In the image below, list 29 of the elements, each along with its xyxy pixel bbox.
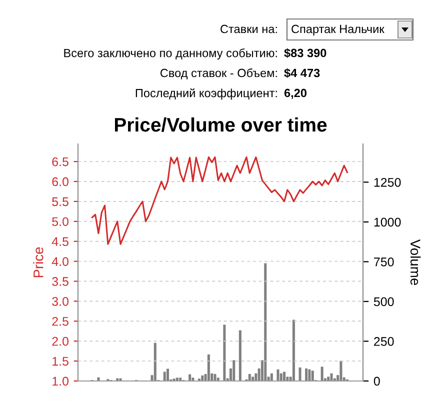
y-tick-label: 6.0 — [52, 177, 68, 186]
y-axis-title: Price — [33, 247, 44, 278]
y2-tick-label: 0 — [374, 376, 380, 386]
y-tick-label: 2.0 — [52, 336, 68, 346]
y2-tick-label: 750 — [374, 258, 394, 266]
text: $83 390 — [284, 48, 326, 58]
text: $4 473 — [284, 68, 320, 78]
y-tick-label: 3.5 — [52, 277, 68, 286]
y-tick-label: 5.5 — [52, 197, 68, 206]
text: Последний коэффициент: — [136, 88, 277, 100]
y-tick-label: 1.5 — [52, 356, 68, 366]
chart-title: Price/Volume over time — [114, 117, 327, 132]
y2-tick-label: 250 — [374, 337, 394, 346]
text: Спартак Нальчик — [292, 24, 384, 36]
y-tick-label: 3.0 — [52, 297, 68, 306]
y2-tick-label: 1250 — [374, 178, 401, 187]
text: Всего заключено по данному событию: — [64, 48, 277, 60]
text: 6,20 — [284, 88, 306, 99]
y-tick-label: 5.0 — [52, 217, 68, 226]
y2-axis-title: Volume — [410, 239, 421, 286]
y2-tick-label: 500 — [374, 297, 394, 306]
text: Ставки на: — [220, 24, 277, 34]
y-tick-label: 1.0 — [52, 376, 68, 386]
y-tick-label: 2.5 — [52, 316, 68, 326]
y-tick-label: 4.0 — [52, 257, 68, 266]
y-tick-label: 4.5 — [52, 237, 68, 246]
y-tick-label: 6.5 — [52, 157, 68, 166]
text: Свод ставок - Объем: — [160, 68, 277, 80]
y2-tick-label: 1000 — [374, 218, 401, 227]
